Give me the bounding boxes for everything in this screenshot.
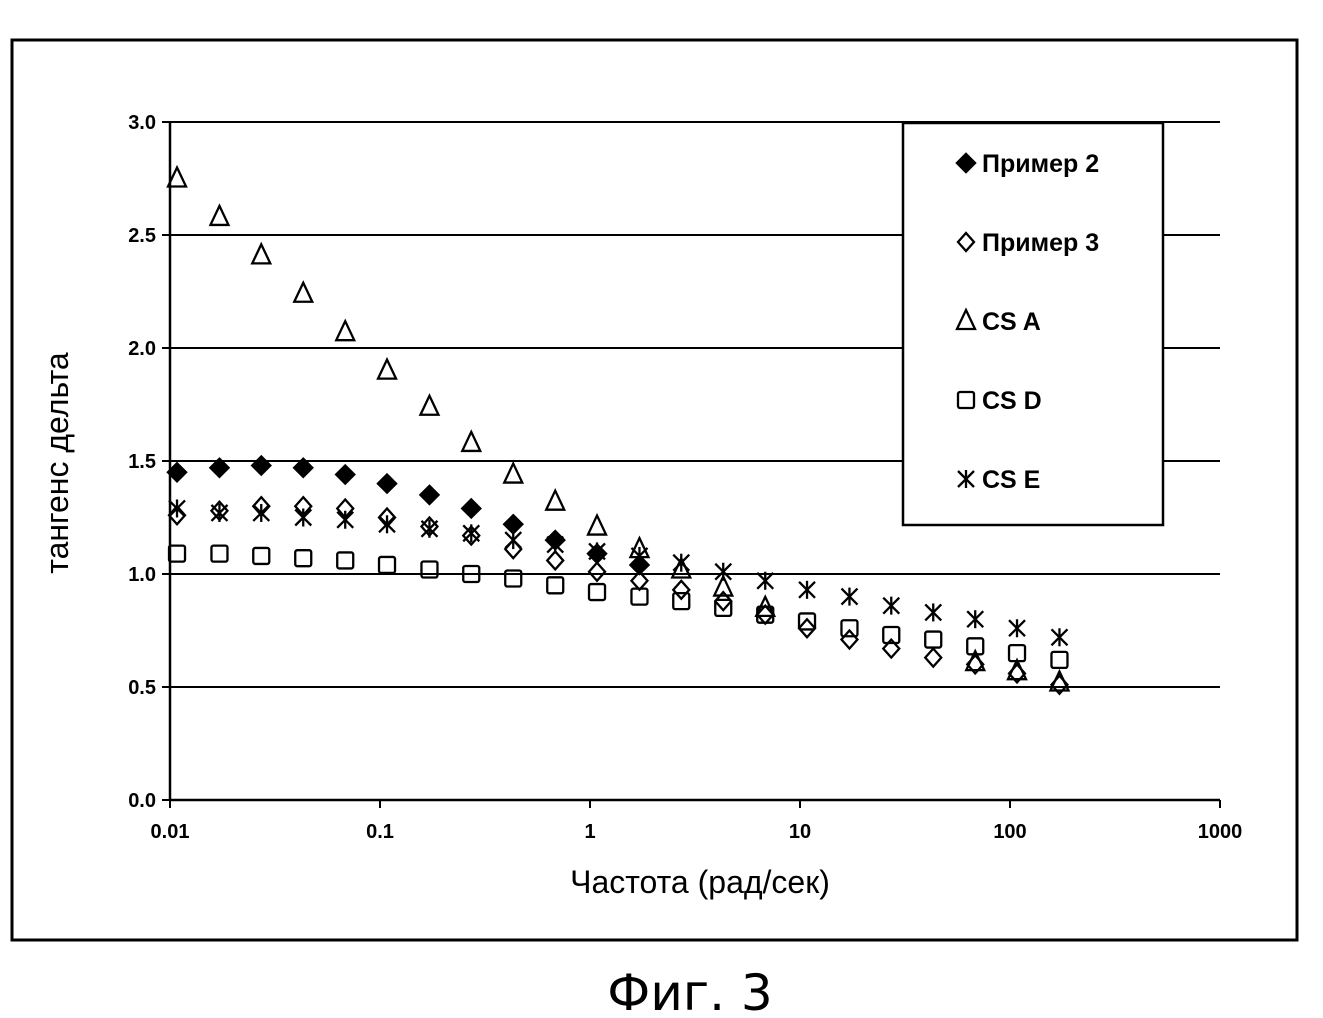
y-tick-label: 2.5 — [128, 225, 156, 247]
x-tick-label: 0.1 — [366, 821, 394, 843]
y-tick-label: 0.0 — [128, 790, 156, 812]
x-axis-title: Частота (рад/сек) — [570, 864, 830, 900]
figure-caption: Фиг. 3 — [607, 964, 772, 1018]
legend-label: CS D — [982, 387, 1042, 415]
legend: Пример 2 Пример 3 CS A CS D CS E — [903, 123, 1163, 525]
x-tick-label: 10 — [789, 821, 811, 843]
x-tick-label: 100 — [993, 821, 1026, 843]
legend-label: CS A — [982, 308, 1041, 336]
y-axis-title: тангенс дельта — [39, 352, 75, 574]
y-tick-label: 0.5 — [128, 677, 156, 699]
legend-label: Пример 3 — [982, 229, 1099, 257]
x-tick-label: 1000 — [1198, 821, 1243, 843]
y-tick-label: 1.5 — [128, 451, 156, 473]
x-tick-label: 1 — [584, 821, 595, 843]
y-tick-label: 3.0 — [128, 112, 156, 134]
y-tick-label: 1.0 — [128, 564, 156, 586]
legend-label: CS E — [982, 466, 1040, 494]
legend-label: Пример 2 — [982, 150, 1099, 178]
y-tick-label: 2.0 — [128, 338, 156, 360]
x-tick-label: 0.01 — [151, 821, 190, 843]
